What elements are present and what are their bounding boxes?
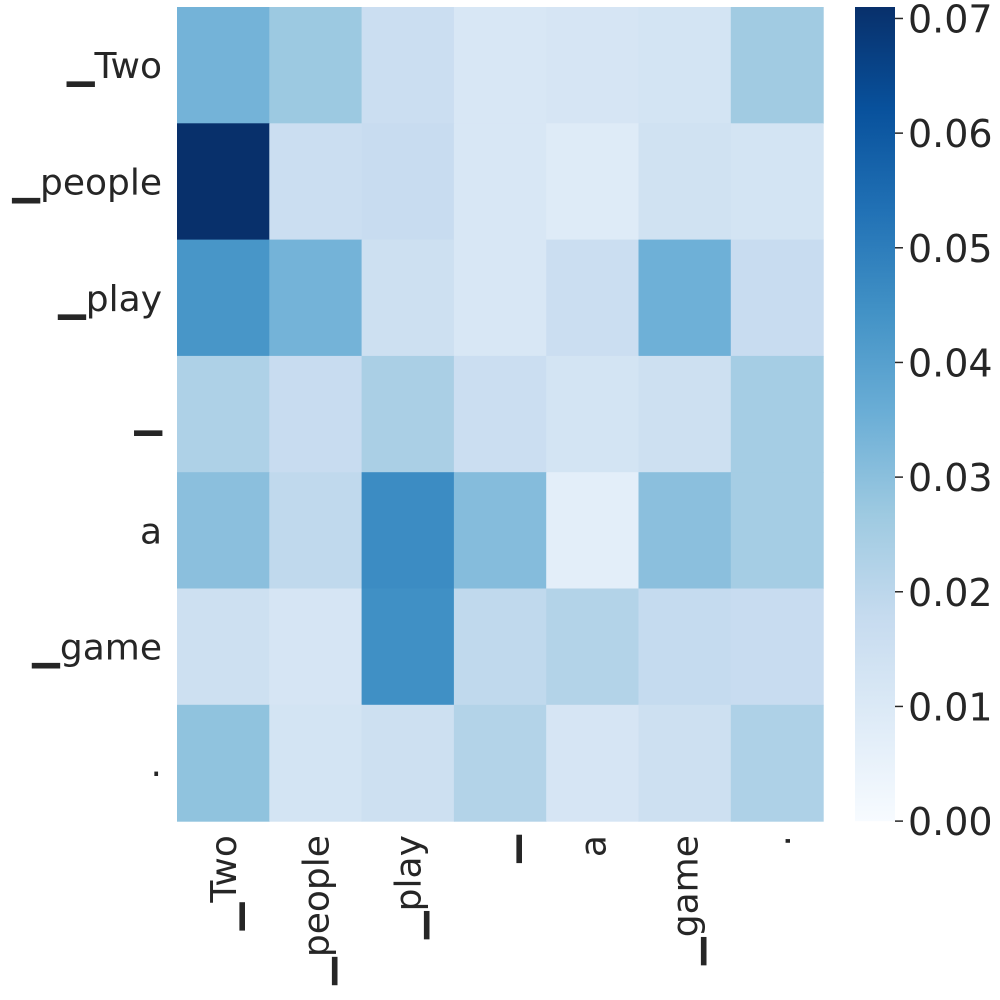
heatmap-cell (638, 355, 732, 473)
colorbar: 0.00 0.01 0.02 0.03 0.04 0.05 0.06 0.07 (855, 0, 993, 844)
y-tick-label: ▁people (11, 162, 162, 203)
heatmap-cell (453, 123, 547, 241)
heatmap-cell (638, 704, 732, 822)
x-tick-label: ▁game (666, 835, 707, 966)
y-tick-label: a (140, 511, 162, 552)
heatmap-cell (453, 588, 547, 706)
heatmap-cell (546, 355, 640, 473)
heatmap-cell (269, 7, 363, 124)
heatmap-cell (546, 239, 640, 357)
x-tick-label: ▁ (481, 834, 522, 864)
colorbar-tick-label: 0.01 (908, 685, 993, 729)
x-tick-label: . (758, 835, 799, 846)
heatmap-cell (453, 472, 547, 590)
heatmap-cell (269, 355, 363, 473)
heatmap-cell (269, 472, 363, 590)
heatmap-cell (730, 588, 824, 706)
y-tick-label: ▁game (31, 628, 162, 669)
heatmap-cell (638, 7, 732, 124)
colorbar-tick-label: 0.07 (908, 0, 993, 41)
x-tick-label: ▁Two (204, 835, 245, 931)
y-tick-label: ▁play (57, 279, 162, 320)
heatmap-cell (361, 588, 455, 706)
heatmap-cell (361, 355, 455, 473)
heatmap-cell (453, 7, 547, 124)
colorbar-gradient (855, 7, 895, 822)
heatmap-cell (361, 239, 455, 357)
colorbar-tick-label: 0.03 (908, 456, 993, 500)
heatmap-cell (177, 704, 270, 822)
heatmap-cell (730, 239, 824, 357)
heatmap-cell (730, 123, 824, 241)
heatmap-cell (269, 588, 363, 706)
x-axis-tick-labels: ▁Two ▁people ▁play ▁ a ▁game. (204, 834, 799, 986)
colorbar-tick-label: 0.06 (908, 112, 993, 156)
heatmap-cell (453, 355, 547, 473)
colorbar-tick-label: 0.02 (908, 571, 993, 615)
heatmap-cell (269, 239, 363, 357)
heatmap-cell (546, 472, 640, 590)
heatmap-cell (638, 588, 732, 706)
colorbar-tick-label: 0.05 (908, 227, 993, 271)
heatmap-cell (177, 472, 270, 590)
heatmap-cell (546, 123, 640, 241)
heatmap-cell (730, 355, 824, 473)
y-axis-tick-labels: ▁Two ▁people ▁play ▁ a ▁game. (11, 46, 163, 785)
heatmap-cell (361, 704, 455, 822)
y-tick-label: ▁ (133, 395, 163, 436)
x-tick-label: ▁play (389, 835, 430, 940)
colorbar-tick-label: 0.04 (908, 341, 993, 385)
colorbar-ticks: 0.00 0.01 0.02 0.03 0.04 0.05 0.06 0.07 (895, 0, 993, 844)
heatmap-cell (177, 588, 270, 706)
heatmap-cell (177, 7, 270, 124)
heatmap-cell (730, 7, 824, 124)
heatmap-cell (361, 7, 455, 124)
heatmap-cell (269, 704, 363, 822)
heatmap-cell (361, 472, 455, 590)
heatmap-cell (546, 588, 640, 706)
x-tick-label: ▁people (296, 835, 337, 986)
heatmap-cell (730, 704, 824, 822)
heatmap-cell (453, 239, 547, 357)
heatmap-cell (638, 472, 732, 590)
heatmap-cell (177, 355, 270, 473)
y-tick-label: ▁Two (66, 46, 162, 87)
heatmap-cell (638, 123, 732, 241)
heatmap-cell (730, 472, 824, 590)
x-tick-label: a (573, 835, 614, 857)
heatmap-cell (453, 704, 547, 822)
heatmap-cell (177, 239, 270, 357)
heatmap-cell (546, 704, 640, 822)
heatmap-cell (546, 7, 640, 124)
heatmap-cell (361, 123, 455, 241)
heatmap-cell (638, 239, 732, 357)
y-tick-label: . (151, 744, 162, 785)
heatmap-cell (177, 123, 270, 241)
heatmap-cells (177, 7, 824, 822)
colorbar-tick-label: 0.00 (908, 800, 993, 844)
heatmap-cell (269, 123, 363, 241)
